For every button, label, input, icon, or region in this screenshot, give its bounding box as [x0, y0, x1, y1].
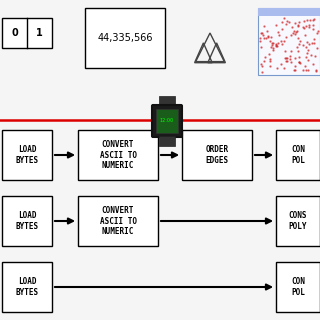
Bar [276, 196, 320, 246]
Text: LOAD
BYTES: LOAD BYTES [15, 277, 39, 297]
Bar [78, 130, 158, 180]
Bar [276, 262, 320, 312]
Text: LOAD
BYTES: LOAD BYTES [15, 211, 39, 231]
Text: CON
POL: CON POL [291, 277, 305, 297]
Bar [258, 8, 320, 16]
Text: CON
POL: CON POL [291, 145, 305, 165]
Bar [2, 196, 52, 246]
Bar [159, 136, 175, 146]
Text: 44,335,566: 44,335,566 [97, 33, 153, 43]
Text: 0: 0 [11, 28, 18, 38]
Text: CONS
POLY: CONS POLY [289, 211, 307, 231]
Bar [2, 130, 52, 180]
Bar [159, 96, 175, 106]
Bar [2, 262, 52, 312]
FancyBboxPatch shape [152, 105, 182, 137]
Text: CONVERT
ASCII TO
NUMERIC: CONVERT ASCII TO NUMERIC [100, 206, 137, 236]
Text: 1: 1 [36, 28, 43, 38]
Bar [78, 196, 158, 246]
Bar [2, 18, 52, 48]
Bar [182, 130, 252, 180]
Bar [85, 8, 165, 68]
Text: LOAD
BYTES: LOAD BYTES [15, 145, 39, 165]
Bar [156, 109, 178, 133]
Bar [258, 8, 320, 75]
Bar [276, 130, 320, 180]
Text: 12:00: 12:00 [160, 118, 174, 124]
Text: ORDER
EDGES: ORDER EDGES [205, 145, 228, 165]
Text: CONVERT
ASCII TO
NUMERIC: CONVERT ASCII TO NUMERIC [100, 140, 137, 170]
